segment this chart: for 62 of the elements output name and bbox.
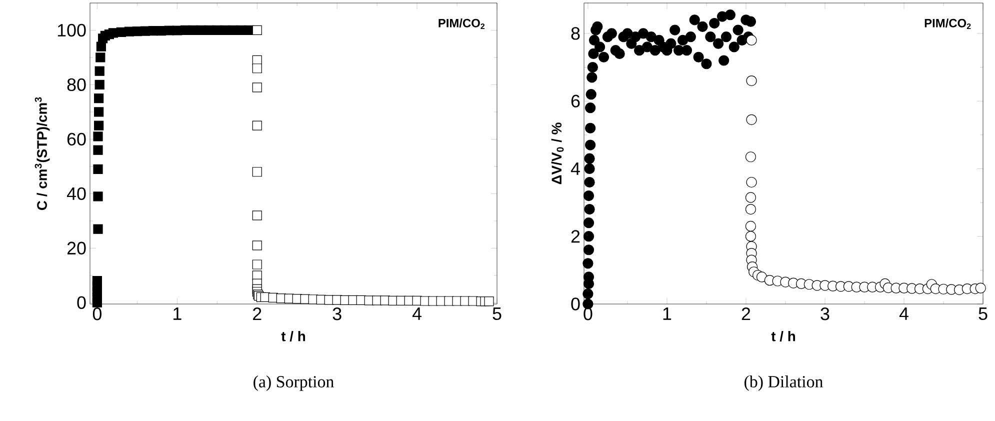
point	[745, 231, 756, 242]
point	[746, 75, 757, 86]
x-tick-label: 3	[332, 308, 342, 320]
point	[746, 176, 757, 188]
point	[92, 276, 102, 286]
point	[745, 220, 756, 232]
x-tick-label: 5	[492, 308, 502, 320]
point	[93, 192, 103, 202]
x-tick-label: 2	[742, 308, 750, 320]
y-axis-title: ΔV/V$_{0}$ / %	[551, 122, 564, 184]
text: (b) Dilation	[744, 376, 824, 391]
point	[252, 64, 262, 74]
y-tick-label: 60	[67, 132, 86, 146]
x-axis-title: t / h	[771, 331, 796, 342]
x-tick-label: 5	[978, 308, 988, 320]
y-tick-label: 100	[58, 24, 86, 37]
point	[746, 114, 757, 125]
x-tick-label: 1	[663, 308, 672, 320]
point	[745, 192, 756, 203]
annotation: PIM/CO$_{2}$	[924, 18, 971, 30]
y-tick-label: 8	[571, 27, 580, 40]
x-tick-label: 0	[92, 308, 102, 320]
point	[745, 204, 756, 215]
point	[252, 167, 262, 177]
point	[94, 94, 104, 104]
x-tick-label: 2	[253, 308, 262, 320]
y-tick-label: 80	[67, 78, 86, 92]
y-tick-label: 40	[66, 187, 86, 200]
x-tick-label: 1	[174, 308, 182, 320]
x-axis-title: t / h	[281, 331, 306, 342]
point	[252, 25, 262, 36]
y-tick-label: 2	[571, 230, 580, 243]
y-tick-label: 0	[77, 296, 86, 309]
point	[96, 42, 106, 52]
x-tick-label: 4	[412, 308, 422, 320]
point	[93, 132, 103, 142]
point	[93, 224, 103, 234]
point	[252, 120, 262, 130]
y-tick-label: 6	[571, 94, 580, 108]
point	[252, 82, 262, 92]
y-tick-label: 20	[67, 242, 86, 255]
y-axis-title: C / cm$^{3}$(STP)/cm$^{3}$	[34, 97, 50, 210]
point	[252, 260, 262, 270]
point	[252, 240, 262, 250]
point	[93, 164, 103, 174]
x-tick-label: 4	[899, 308, 908, 320]
point	[93, 145, 103, 155]
point	[745, 152, 756, 162]
point	[746, 34, 757, 46]
x-tick-label: 3	[820, 308, 830, 320]
point	[94, 66, 104, 76]
point	[94, 107, 104, 117]
y-tick-label: 4	[570, 162, 580, 175]
text: (a) Sorption	[254, 376, 334, 391]
point	[484, 296, 494, 306]
point	[94, 120, 104, 130]
point	[252, 210, 262, 220]
y-tick-label: 0	[571, 298, 580, 310]
point	[94, 80, 104, 90]
annotation: PIM/CO$_{2}$	[438, 18, 485, 30]
point	[756, 272, 768, 282]
point	[96, 52, 106, 62]
